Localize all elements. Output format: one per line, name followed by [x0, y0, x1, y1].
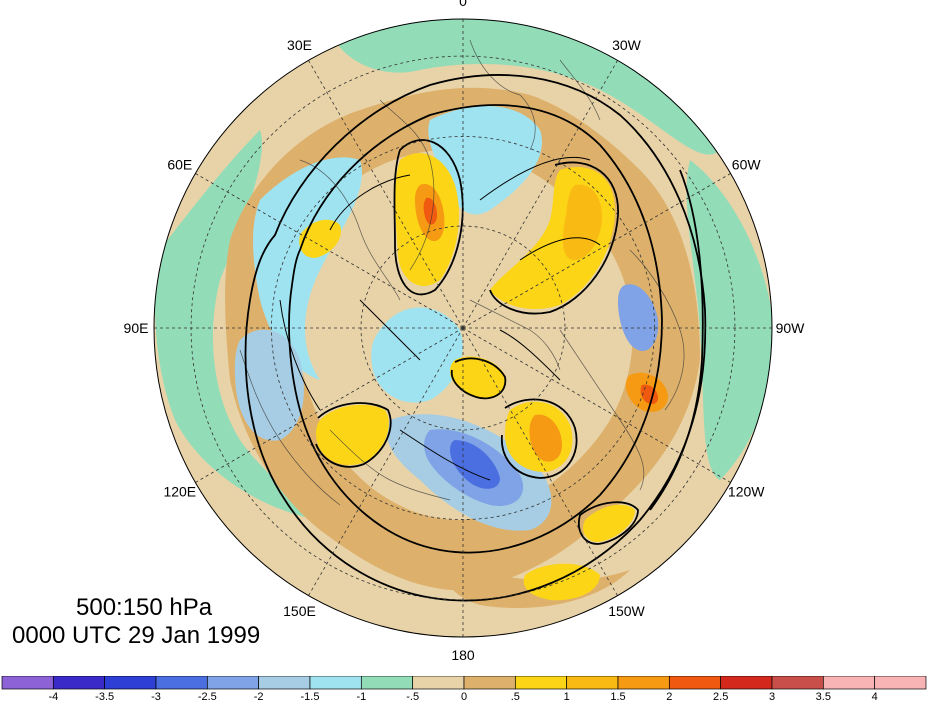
colorbar-label: -1	[356, 691, 366, 702]
contour-north-lobe	[393, 139, 464, 296]
colorbar-box	[874, 676, 927, 690]
contour-se	[501, 398, 578, 479]
field-orange-se	[529, 414, 562, 462]
colorbar-box	[206, 676, 260, 690]
colorbar-box	[668, 676, 722, 690]
colorbar-box	[52, 676, 106, 690]
colorbar-labels: -4 -3.5 -3 -2.5 -2 -1.5 -1 -.5 0 .5 1 1.5 2 2.5 3 3.5 4	[48, 691, 877, 702]
colorbar-label: -2	[254, 691, 264, 702]
colorbar-box	[258, 676, 311, 690]
contour-ring2	[288, 104, 663, 554]
colorbar-box	[463, 676, 516, 690]
colorbar-label: -2.5	[198, 691, 217, 702]
colorbar-label: 4	[872, 691, 878, 702]
field-yellow-south	[523, 563, 600, 601]
longitude-label: 90W	[776, 320, 806, 336]
colorbar-label: -3	[151, 691, 161, 702]
colorbar-label: 2	[666, 691, 672, 702]
field-cyan-north	[428, 106, 542, 215]
colorbar-box	[309, 676, 362, 690]
field-green-north	[330, 19, 720, 155]
coastlines	[239, 39, 685, 506]
field-yellow-west	[315, 404, 389, 466]
contour-center	[450, 357, 507, 400]
longitude-label: 150W	[608, 603, 645, 619]
colorbar-label: -3.5	[95, 691, 114, 702]
contour-east-lobe	[489, 161, 619, 315]
longitude-labels: 0 30W 60W 90W 120W 150W 180 150E 120E 90E 60E 30E	[124, 0, 806, 663]
longitude-label: 60E	[167, 157, 192, 173]
longitude-label: 30W	[612, 37, 642, 53]
colorbar-label: 0	[461, 691, 467, 702]
field-blue-west	[234, 329, 304, 441]
colorbar-label: 1.5	[610, 691, 625, 702]
contour-west	[315, 402, 392, 468]
longitude-label: 60W	[732, 157, 762, 173]
field-yellow-sse	[583, 504, 635, 542]
polar-map: 0 30W 60W 90W 120W 150W 180 150E 120E 90E 60E 30E	[124, 0, 806, 663]
field-yellow-center	[450, 356, 506, 399]
colorbar-box	[1, 676, 54, 690]
longitude-label: 30E	[287, 37, 312, 53]
colorbar-box	[720, 676, 773, 690]
colorbar-box	[566, 676, 619, 690]
latitude-circle	[360, 225, 566, 431]
latitude-circle	[190, 55, 736, 601]
colorbar-label: -.5	[406, 691, 419, 702]
colorbar-box	[514, 676, 568, 690]
field-green-east	[686, 160, 772, 480]
field-blue-deeper	[450, 440, 500, 489]
colorbar-box	[412, 676, 465, 690]
title-datetime: 0000 UTC 29 Jan 1999	[12, 622, 261, 649]
contour-south	[578, 501, 639, 545]
longitude-label: 90E	[124, 320, 149, 336]
colorbar-label: -4	[48, 691, 58, 702]
contours-thin	[279, 156, 601, 481]
colorbar-label: .5	[511, 691, 520, 702]
contours	[244, 74, 707, 602]
colorbar-boxes	[1, 676, 927, 690]
latitude-circle	[271, 136, 655, 520]
colorbar: -4 -3.5 -3 -2.5 -2 -1.5 -1 -.5 0 .5 1 1.5 2 2.5 3 3.5 4	[1, 676, 927, 702]
colorbar-box	[771, 676, 824, 690]
field-cyan-center	[371, 307, 463, 403]
colorbar-label: 3	[769, 691, 775, 702]
longitude-label: 120W	[728, 484, 765, 500]
colorbar-box	[155, 676, 208, 690]
contour-outer	[244, 74, 707, 602]
colorbar-label: 3.5	[816, 691, 831, 702]
longitude-label: 150E	[283, 603, 316, 619]
title-levels: 500:150 hPa	[76, 594, 213, 621]
longitude-label: 120E	[163, 484, 196, 500]
colorbar-box	[617, 676, 670, 690]
map-outline	[153, 18, 773, 638]
colorbar-box	[104, 676, 157, 690]
colorbar-label: 2.5	[713, 691, 728, 702]
colorbar-label: -1.5	[301, 691, 320, 702]
longitude-label: 180	[451, 647, 475, 663]
colorbar-box	[360, 676, 414, 690]
field-cyan-west	[253, 157, 362, 380]
field-green-west	[155, 130, 320, 520]
contour-east-tail	[649, 169, 704, 511]
graticule	[154, 19, 772, 637]
field-blue-east	[618, 284, 659, 351]
longitude-label: 0	[459, 0, 467, 9]
colorbar-label: 1	[564, 691, 570, 702]
field-orange-east	[562, 184, 603, 261]
colorbar-box	[822, 676, 876, 690]
